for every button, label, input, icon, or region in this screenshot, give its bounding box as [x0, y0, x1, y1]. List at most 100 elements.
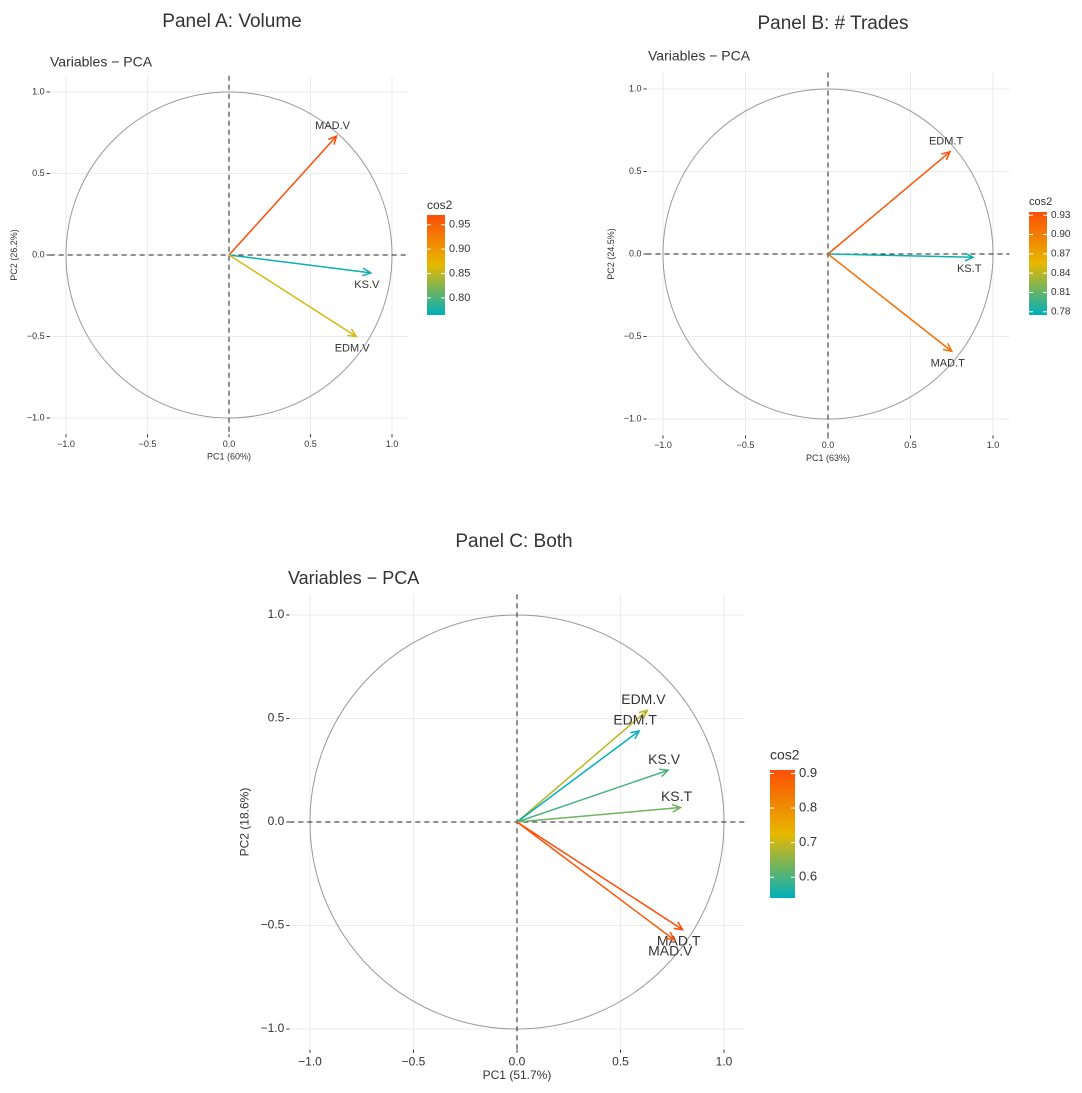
loading-arrow: [228, 254, 371, 274]
y-tick-label: 1.0: [629, 83, 642, 93]
panel-title: Panel C: Both: [455, 531, 572, 552]
variable-label: MAD.T: [931, 357, 966, 369]
x-tick-label: 1.0: [386, 439, 399, 449]
y-tick-label: −0.5: [27, 331, 45, 341]
colorbar-tick-label: 0.81: [1051, 287, 1071, 298]
loading-arrow: [516, 821, 684, 931]
variable-label: EDM.T: [613, 712, 657, 728]
loading-arrow: [516, 709, 648, 823]
variable-label: MAD.T: [657, 932, 701, 948]
arrow-head: [347, 328, 358, 338]
y-axis-label: PC2 (24.5%): [606, 228, 616, 280]
loading-arrow: [827, 253, 953, 352]
colorbar-tick-label: 0.80: [449, 292, 470, 304]
colorbar-tick-label: 0.8: [799, 799, 817, 814]
x-tick-label: 0.0: [509, 1054, 526, 1068]
arrow-head: [327, 134, 338, 145]
y-tick-label: −1.0: [261, 1021, 285, 1035]
loading-arrow: [516, 730, 640, 823]
x-tick-label: −0.5: [737, 440, 755, 450]
variable-label: KS.V: [648, 751, 681, 767]
x-tick-label: 0.5: [612, 1054, 629, 1068]
loading-arrow: [228, 254, 357, 338]
x-tick-label: 1.0: [716, 1054, 733, 1068]
x-tick-label: −1.0: [654, 440, 672, 450]
colorbar-title: cos2: [427, 198, 453, 212]
arrow-head: [671, 803, 683, 813]
y-tick-label: 0.0: [629, 248, 642, 258]
x-tick-label: −1.0: [57, 439, 75, 449]
panel-title: Panel A: Volume: [162, 11, 301, 32]
colorbar-tick-label: 0.6: [799, 869, 817, 884]
y-tick-label: 0.5: [268, 711, 285, 725]
panel-title: Panel B: # Trades: [757, 13, 908, 34]
y-axis-label: PC2 (18.6%): [237, 788, 251, 857]
x-axis-label: PC1 (51.7%): [483, 1068, 552, 1082]
colorbar: [770, 770, 795, 898]
arrow-head: [659, 768, 670, 778]
arrow-head: [941, 150, 952, 161]
colorbar-tick-label: 0.90: [1051, 229, 1071, 240]
y-tick-label: −0.5: [261, 918, 285, 932]
variable-label: EDM.T: [929, 136, 964, 148]
x-tick-label: 1.0: [987, 440, 1000, 450]
y-tick-label: −0.5: [624, 331, 642, 341]
colorbar-tick-label: 0.93: [1051, 210, 1071, 221]
x-tick-label: −0.5: [402, 1054, 426, 1068]
colorbar-title: cos2: [770, 747, 800, 763]
y-tick-label: −1.0: [624, 413, 642, 423]
colorbar-tick-label: 0.7: [799, 834, 817, 849]
x-tick-label: 0.5: [304, 439, 317, 449]
y-tick-label: 0.0: [268, 814, 285, 828]
variable-label: KS.V: [354, 279, 380, 291]
loading-arrow: [516, 806, 681, 823]
y-tick-label: 0.5: [32, 168, 45, 178]
colorbar-title: cos2: [1029, 196, 1052, 208]
variable-label: EDM.V: [335, 342, 371, 354]
y-axis-label: PC2 (26.2%): [9, 229, 19, 281]
plot-subtitle: Variables − PCA: [288, 568, 419, 588]
arrow-head: [673, 921, 685, 931]
colorbar-tick-label: 0.78: [1051, 306, 1071, 317]
arrow-head: [942, 342, 954, 353]
y-tick-label: 1.0: [268, 607, 285, 621]
variable-label: EDM.V: [621, 691, 666, 707]
plot-subtitle: Variables − PCA: [50, 54, 153, 70]
arrow-head: [964, 252, 975, 262]
x-axis-label: PC1 (63%): [806, 453, 850, 463]
x-tick-label: −0.5: [139, 439, 157, 449]
arrow-head: [630, 729, 641, 740]
colorbar-tick-label: 0.9: [799, 765, 817, 780]
y-tick-label: 1.0: [32, 86, 45, 96]
x-tick-label: 0.0: [822, 440, 835, 450]
plot-subtitle: Variables − PCA: [648, 48, 751, 64]
loading-arrow: [228, 135, 338, 256]
colorbar: [427, 215, 445, 315]
x-axis-label: PC1 (60%): [207, 452, 251, 462]
colorbar-tick-label: 0.85: [449, 267, 470, 279]
colorbar: [1029, 212, 1047, 315]
x-tick-label: 0.5: [904, 440, 917, 450]
loading-arrow: [827, 151, 951, 255]
variable-label: KS.T: [661, 788, 693, 804]
loading-arrow: [827, 253, 974, 259]
colorbar-tick-label: 0.90: [449, 243, 470, 255]
arrow-head: [362, 267, 373, 277]
arrow-head: [665, 931, 676, 942]
colorbar-tick-label: 0.95: [449, 219, 470, 231]
variable-label: MAD.V: [648, 943, 693, 959]
x-tick-label: −1.0: [298, 1054, 322, 1068]
colorbar-tick-label: 0.84: [1051, 268, 1071, 279]
variable-label: MAD.V: [315, 120, 351, 132]
y-tick-label: 0.0: [32, 249, 45, 259]
y-tick-label: −1.0: [27, 412, 45, 422]
colorbar-tick-label: 0.87: [1051, 248, 1071, 259]
loading-arrow: [516, 769, 669, 823]
loading-arrow: [516, 821, 675, 941]
x-tick-label: 0.0: [223, 439, 236, 449]
arrow-head: [638, 709, 649, 719]
variable-label: KS.T: [957, 263, 982, 275]
y-tick-label: 0.5: [629, 166, 642, 176]
